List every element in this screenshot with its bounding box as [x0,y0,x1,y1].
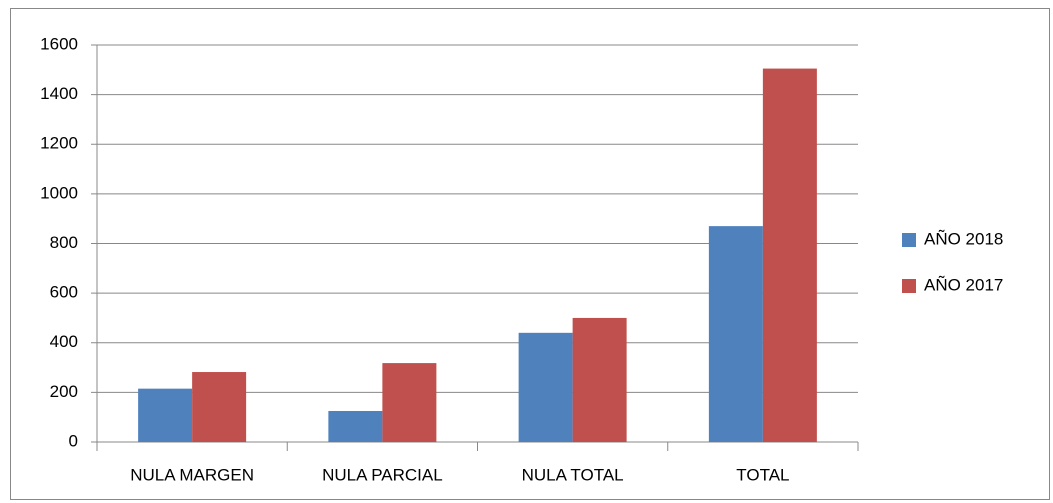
x-tick-label: TOTAL [736,465,789,484]
y-tick-label: 1400 [40,84,78,103]
bar [572,317,627,442]
y-tick-label: 600 [50,283,78,302]
x-tick-label: NULA MARGEN [130,465,254,484]
legend-swatch [902,279,916,293]
y-tick-label: 800 [50,233,78,252]
legend-swatch [902,233,916,247]
x-tick-label: NULA TOTAL [522,465,624,484]
legend-label: AÑO 2018 [924,229,1003,248]
bar [328,410,383,442]
y-tick-label: 1600 [40,34,78,53]
y-tick-label: 200 [50,382,78,401]
x-tick-label: NULA PARCIAL [322,465,443,484]
y-tick-label: 400 [50,332,78,351]
y-tick-label: 1000 [40,183,78,202]
y-tick-label: 0 [69,431,78,450]
bar [382,363,437,442]
y-tick-label: 1200 [40,134,78,153]
bar [192,372,247,442]
bar [138,388,193,442]
bar [708,226,763,442]
legend-label: AÑO 2017 [924,275,1003,294]
bar [518,332,573,442]
bar [762,68,817,443]
